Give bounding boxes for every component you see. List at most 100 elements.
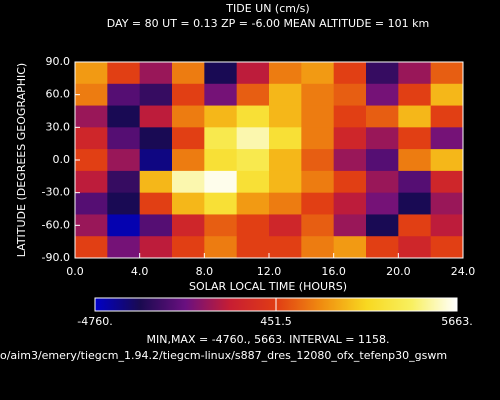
heat-cell [301, 149, 335, 172]
y-tick-label: -90.0 [42, 251, 70, 264]
stats-text: MIN,MAX = -4760., 5663. INTERVAL = 1158. [146, 333, 389, 346]
heat-cell [236, 127, 270, 150]
heat-cell [75, 62, 108, 85]
heat-cell [204, 62, 238, 85]
heat-cell [139, 149, 173, 172]
heat-cell [236, 149, 270, 172]
heat-cell [366, 236, 399, 259]
x-tick-label: 4.0 [131, 265, 149, 278]
x-tick-label: 24.0 [451, 265, 476, 278]
heat-cell [430, 83, 464, 107]
heat-cell [204, 83, 238, 107]
heat-cell [301, 236, 335, 259]
y-tick-label: 30.0 [46, 120, 71, 133]
heat-cell [75, 105, 108, 128]
heat-cell [366, 105, 399, 128]
heat-cell [269, 127, 302, 150]
file-path: o/aim3/emery/tiegcm_1.94.2/tiegcm-linux/… [0, 349, 447, 362]
heat-cell [430, 236, 464, 259]
heat-cell [398, 62, 432, 85]
heat-cell [139, 214, 173, 237]
heat-cell [366, 83, 399, 107]
heat-cell [301, 170, 335, 194]
heat-cell [301, 62, 335, 85]
heat-cell [139, 62, 173, 85]
y-tick-label: -30.0 [42, 186, 70, 199]
heat-cell [269, 62, 302, 85]
heat-cell [236, 192, 270, 215]
heat-cell [75, 83, 108, 107]
heat-cell [107, 62, 141, 85]
heat-cell [269, 214, 302, 237]
heat-cell [430, 192, 464, 215]
heat-cell [172, 62, 205, 85]
heat-cell [301, 83, 335, 107]
heat-cell [398, 105, 432, 128]
heat-cell [172, 236, 205, 259]
heat-cell [204, 236, 238, 259]
heat-cell [269, 83, 302, 107]
heat-cell [139, 83, 173, 107]
heat-cell [204, 127, 238, 150]
heat-cell [236, 62, 270, 85]
heat-cell [107, 192, 141, 215]
heat-cell [75, 214, 108, 237]
heat-cell [366, 149, 399, 172]
heat-cell [430, 105, 464, 128]
heat-cell [107, 214, 141, 237]
heat-cell [333, 170, 367, 194]
x-tick-label: 8.0 [196, 265, 214, 278]
heat-cell [333, 105, 367, 128]
heat-cell [366, 170, 399, 194]
heat-cell [236, 170, 270, 194]
x-tick-label: 12.0 [257, 265, 282, 278]
heat-cell [204, 214, 238, 237]
heat-cell [333, 192, 367, 215]
heat-cell [107, 149, 141, 172]
chart-title: TIDE UN (cm/s) [225, 2, 309, 15]
heat-cell [75, 149, 108, 172]
heat-cell [333, 127, 367, 150]
heat-cell [333, 236, 367, 259]
x-tick-label: 16.0 [321, 265, 346, 278]
heat-cell [107, 127, 141, 150]
y-tick-label: -60.0 [42, 218, 70, 231]
heat-cell [172, 192, 205, 215]
heat-cell [172, 170, 205, 194]
heat-cell [172, 149, 205, 172]
chart-subtitle: DAY = 80 UT = 0.13 ZP = -6.00 MEAN ALTIT… [107, 17, 429, 30]
heat-cell [139, 127, 173, 150]
heat-cell [269, 105, 302, 128]
heat-cell [301, 105, 335, 128]
heat-cell [430, 170, 464, 194]
heat-cell [398, 214, 432, 237]
heat-cell [107, 170, 141, 194]
heat-cell [75, 192, 108, 215]
heat-cell [301, 214, 335, 237]
heat-cell [333, 62, 367, 85]
heat-cell [139, 192, 173, 215]
y-tick-label: 60.0 [46, 88, 71, 101]
heat-cell [172, 83, 205, 107]
heat-cell [269, 170, 302, 194]
y-tick-label: 90.0 [46, 55, 71, 68]
y-axis-label: LATITUDE (DEGREES GEOGRAPHIC) [15, 63, 28, 257]
heat-cell [430, 127, 464, 150]
heat-cell [430, 149, 464, 172]
heat-cell [236, 105, 270, 128]
heat-cell [333, 149, 367, 172]
heat-cell [172, 127, 205, 150]
heat-cell [398, 83, 432, 107]
heat-cell [366, 127, 399, 150]
heat-cell [204, 149, 238, 172]
colorbar-tick-label: 451.5 [260, 315, 292, 328]
colorbar-tick-label: 5663. [441, 315, 473, 328]
heat-cell [75, 127, 108, 150]
heat-cell [269, 149, 302, 172]
heat-cell [398, 170, 432, 194]
heat-cell [430, 214, 464, 237]
heat-cell [107, 105, 141, 128]
heat-cell [301, 192, 335, 215]
x-axis-label: SOLAR LOCAL TIME (HOURS) [189, 280, 347, 293]
